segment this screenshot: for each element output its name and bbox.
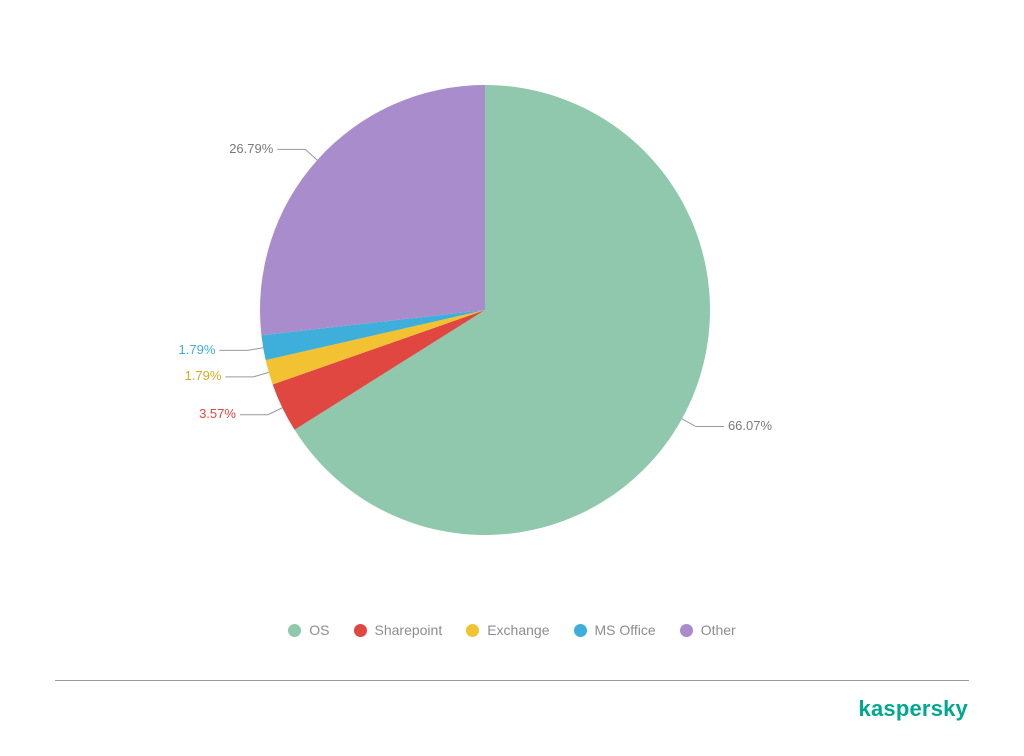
legend-label: Sharepoint <box>375 622 443 638</box>
legend-label: Exchange <box>487 622 549 638</box>
slice-label-os: 66.07% <box>728 418 772 433</box>
legend-swatch <box>574 624 587 637</box>
legend-item-other: Other <box>680 622 736 638</box>
legend-item-ms-office: MS Office <box>574 622 656 638</box>
footer-divider <box>55 680 969 681</box>
legend: OS Sharepoint Exchange MS Office Other <box>0 622 1024 640</box>
legend-label: Other <box>701 622 736 638</box>
pie-chart <box>0 0 1024 756</box>
legend-item-exchange: Exchange <box>466 622 549 638</box>
legend-swatch <box>680 624 693 637</box>
legend-swatch <box>354 624 367 637</box>
leader-line-other <box>277 149 317 160</box>
legend-item-sharepoint: Sharepoint <box>354 622 443 638</box>
legend-label: MS Office <box>595 622 656 638</box>
leader-line-msoffice <box>219 348 263 351</box>
leader-line-sharepoint <box>240 408 282 415</box>
chart-canvas: 66.07% 3.57% 1.79% 1.79% 26.79% OS Sharepoint… <box>0 0 1024 756</box>
legend-label: OS <box>309 622 329 638</box>
slice-label-sharepoint: 3.57% <box>199 406 236 421</box>
slice-label-exchange: 1.79% <box>185 368 222 383</box>
legend-swatch <box>466 624 479 637</box>
pie-slice-other <box>260 85 485 335</box>
legend-item-os: OS <box>288 622 329 638</box>
brand-wordmark: kaspersky <box>859 696 968 722</box>
leader-line-os <box>682 419 724 427</box>
slice-label-other: 26.79% <box>229 141 273 156</box>
leader-line-exchange <box>225 372 268 376</box>
legend-swatch <box>288 624 301 637</box>
slice-label-msoffice: 1.79% <box>179 342 216 357</box>
